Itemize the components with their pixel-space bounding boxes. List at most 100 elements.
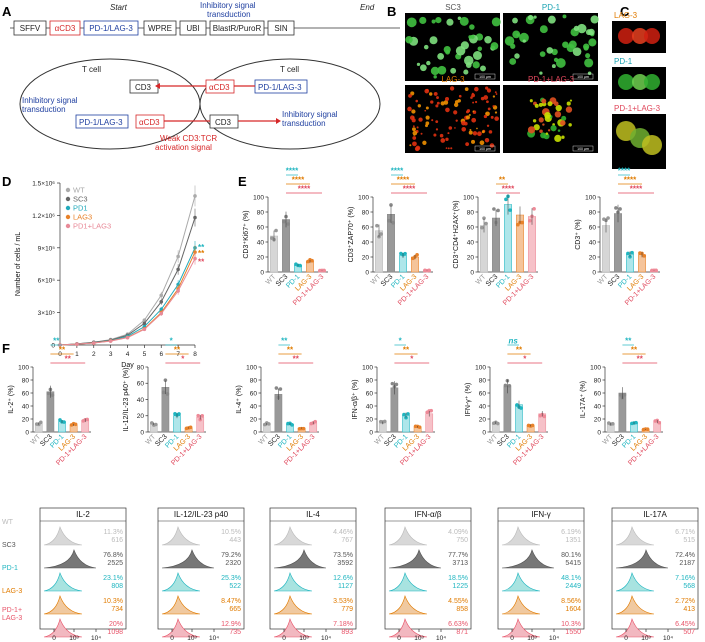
flow-row-label-0: WT [2, 519, 14, 526]
construct-box-4 [179, 20, 207, 36]
cell-dot [555, 104, 562, 112]
f-dot [406, 412, 410, 416]
cell-dot [539, 51, 546, 57]
panel-label-c: C [620, 4, 630, 19]
flow-mfi-2: 1127 [338, 583, 353, 590]
e-dot [528, 218, 532, 223]
y-tick-label: 3×10⁵ [38, 310, 56, 317]
flow-mfi-3: 665 [229, 606, 241, 613]
cell-dot [426, 88, 429, 92]
flow-row-label-4: LAG-3 [2, 615, 22, 622]
f-dot [383, 419, 387, 424]
cell-dot [573, 25, 580, 32]
flow-mfi-0: 443 [229, 537, 241, 544]
flow-histogram [615, 617, 655, 638]
flow-mfi-4: 735 [229, 629, 241, 636]
t-cell-left-label: T cell [82, 65, 101, 74]
e-y-tick-label: 20 [362, 254, 370, 261]
f-dot [645, 427, 650, 431]
flow-histogram [161, 548, 215, 569]
e-dot [310, 258, 314, 263]
flow-histogram [161, 525, 201, 546]
f-dot [507, 384, 512, 388]
cell-dot [471, 117, 477, 123]
cell-dot [408, 93, 412, 98]
f-y-tick-label: 40 [594, 403, 602, 410]
cell-dot [527, 126, 536, 134]
cell-dot [472, 110, 475, 113]
flow-mfi-0: 515 [683, 537, 695, 544]
cell-dot [522, 39, 526, 43]
f-y-axis-label-4: IFN-γ⁺ (%) [465, 383, 472, 417]
cell-dot [479, 140, 485, 146]
series-point [108, 339, 113, 343]
y-tick-label: 0 [51, 343, 55, 350]
e-dot [282, 219, 286, 224]
pd1lag3-right-label: PD-1/LAG-3 [258, 83, 302, 92]
scale-box-2 [474, 145, 496, 152]
f-y-tick-label: 40 [22, 403, 30, 410]
cell-dot [529, 99, 533, 103]
e-y-tick-label: 20 [257, 254, 265, 261]
cell-dot [406, 17, 417, 28]
cell-dot [512, 30, 521, 39]
cell-dot [487, 107, 491, 111]
cell-dot [446, 18, 454, 26]
e-dot [391, 221, 395, 225]
f-y-tick-label: 60 [250, 390, 258, 397]
construct-box-3 [143, 20, 177, 36]
cell-dot [472, 51, 482, 60]
cell-dot [547, 15, 556, 24]
e-y-axis-label-1: CD3⁺ZAP70⁺ (%) [348, 207, 355, 263]
x-tick-label: 3 [109, 351, 113, 358]
e-dot [626, 251, 630, 256]
flow-histogram [388, 525, 428, 546]
flow-mfi-2: 1225 [452, 583, 468, 590]
flow-percent-3: 2.72% [675, 598, 695, 605]
cell-dot [433, 133, 437, 137]
e-dot [274, 228, 278, 233]
e-y-tick-label: 100 [585, 194, 596, 201]
micrograph-title-1: PD-1 [542, 3, 561, 12]
legend-marker-0 [65, 187, 71, 193]
legend-label-1: SC3 [73, 195, 88, 204]
panel-label-f: F [2, 341, 10, 356]
f-y-tick-label: 80 [22, 377, 30, 384]
flow-mfi-3: 779 [341, 606, 353, 613]
inhibitory-top-label: Inhibitory signal transduction [200, 1, 256, 19]
e-sig-label: **** [391, 167, 404, 176]
cell-dot [492, 105, 495, 108]
f-dot [618, 393, 623, 397]
flow-percent-0: 4.09% [448, 529, 468, 536]
cell-dot [418, 117, 423, 122]
cell-dot [474, 100, 478, 104]
flow-mfi-0: 616 [111, 537, 123, 544]
cell-dot [417, 104, 422, 108]
f-y-tick-label: 40 [366, 403, 374, 410]
cell-dot [554, 111, 562, 118]
f-dot [267, 422, 271, 426]
cell-dot [494, 111, 498, 114]
e-dot [614, 206, 618, 210]
weak-signal-label: Weak CD3:TCR activation signal [155, 134, 217, 152]
flow-x-tick-label: 10⁴ [209, 635, 219, 642]
flow-percent-1: 79.2% [221, 552, 241, 559]
construct-label-6: SIN [274, 24, 288, 33]
flow-mfi-2: 808 [111, 583, 123, 590]
flow-histogram [161, 617, 201, 638]
cell-dot [561, 115, 567, 121]
cell-dot [415, 99, 419, 103]
e-y-tick-label: 40 [257, 239, 265, 246]
flow-percent-4: 6.45% [675, 621, 695, 628]
flow-mfi-4: 507 [683, 629, 695, 636]
e-y-tick-label: 100 [253, 194, 264, 201]
f-y-tick-label: 60 [594, 390, 602, 397]
flow-histogram [273, 548, 327, 569]
legend-marker-2 [65, 205, 71, 211]
flow-title-4: IFN-γ [531, 510, 551, 519]
cell-dot [557, 129, 561, 132]
cell-dot [468, 35, 472, 39]
y-tick-label: 1.5×10⁶ [32, 181, 55, 188]
inhib-left-label: Inhibitory signal transduction [22, 96, 78, 114]
flow-x-tick-label: 10³ [69, 635, 79, 642]
